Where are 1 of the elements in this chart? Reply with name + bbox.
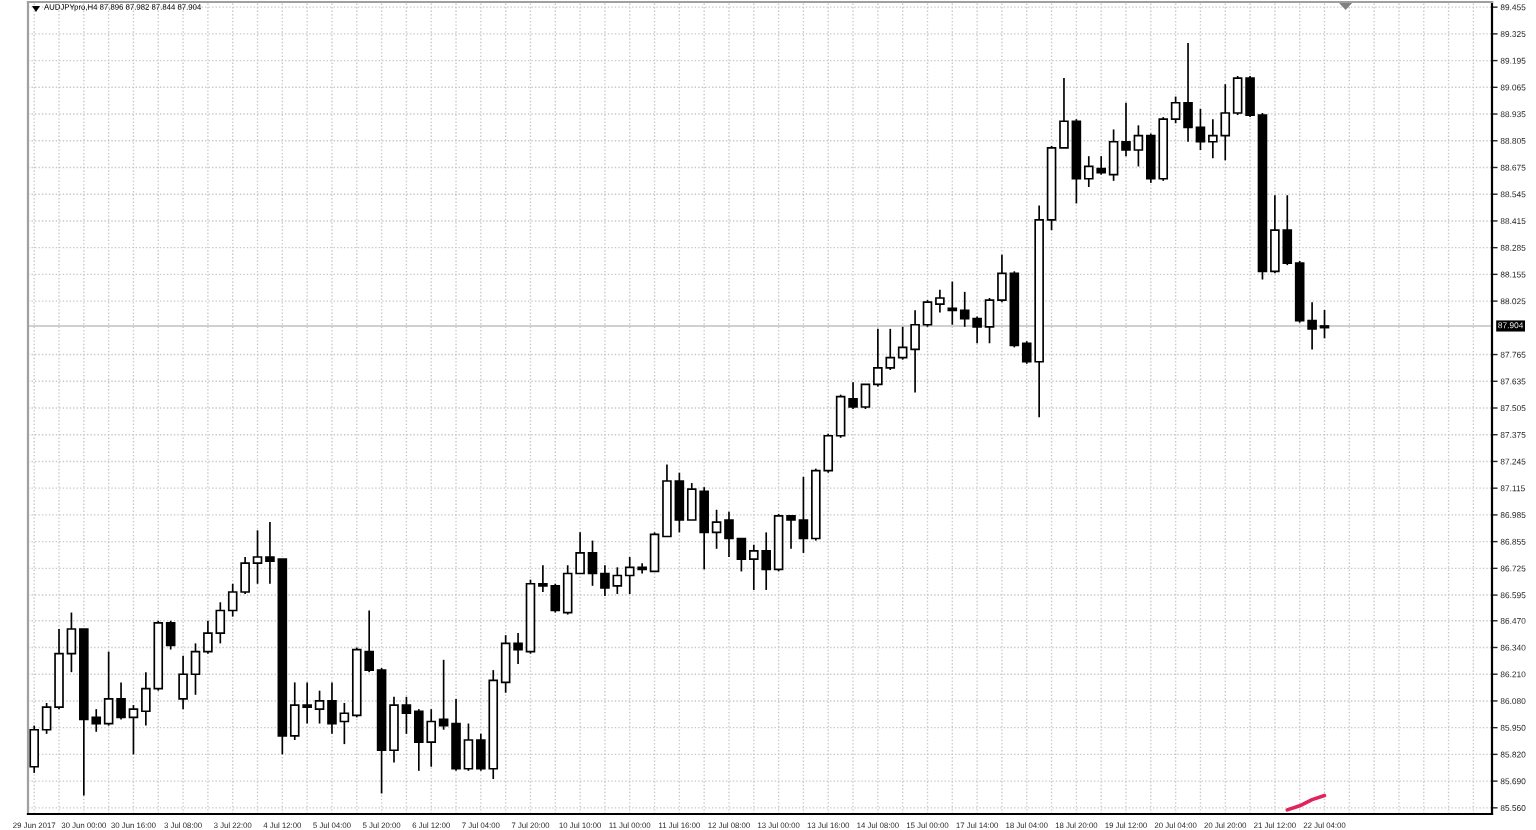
line-series (1285, 793, 1327, 812)
